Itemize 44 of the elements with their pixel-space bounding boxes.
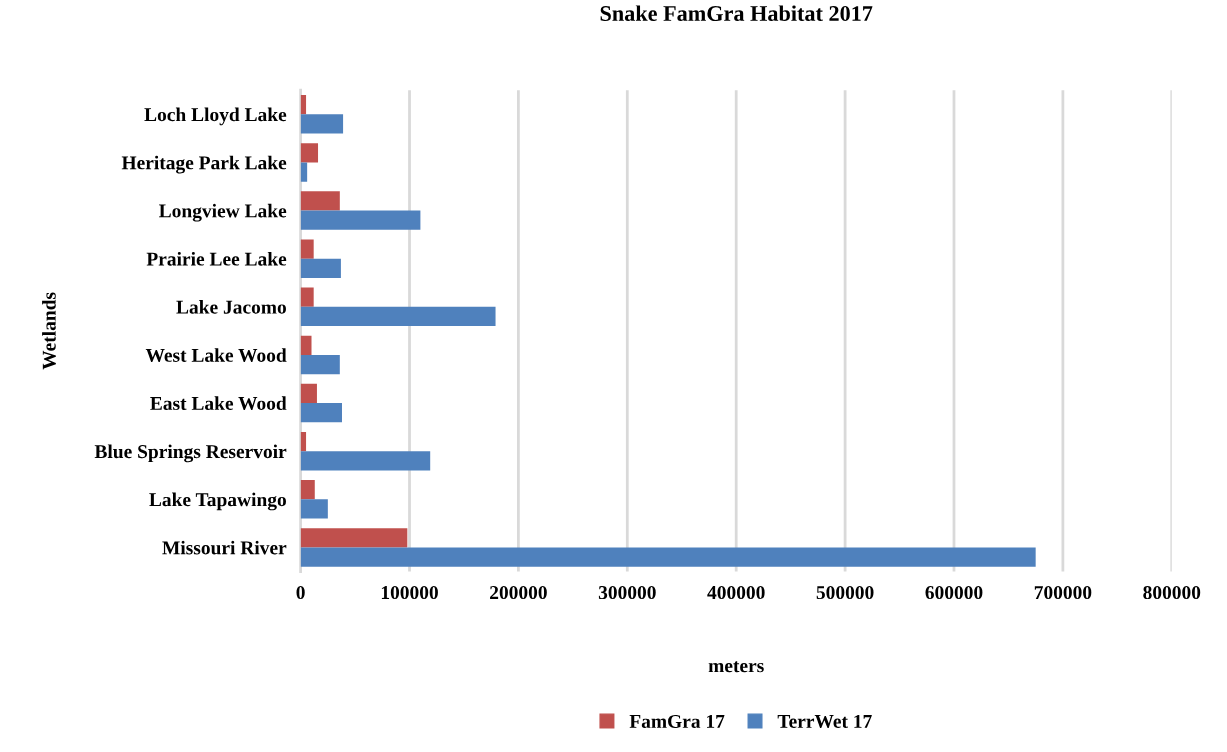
- chart-title: Snake FamGra Habitat 2017: [600, 5, 873, 22]
- bar: [300, 403, 342, 423]
- y-tick-label: Loch Lloyd Lake: [144, 107, 287, 126]
- y-tick-label: East Lake Wood: [150, 396, 287, 411]
- bar: [300, 480, 315, 500]
- y-tick-label: Missouri River: [162, 540, 287, 555]
- y-axis-title: Wetlands: [42, 292, 56, 370]
- bar: [300, 354, 340, 375]
- x-tick-label: 600000: [925, 585, 983, 600]
- bar: [300, 451, 431, 471]
- bar: [300, 383, 317, 404]
- x-tick-label: 700000: [1034, 585, 1092, 600]
- bar: [300, 287, 314, 307]
- bar: [300, 191, 340, 211]
- bar: [300, 95, 307, 115]
- bar: [300, 528, 408, 548]
- bar: [300, 162, 308, 182]
- x-tick-label: 400000: [707, 585, 765, 600]
- bar: [300, 306, 496, 327]
- bar: [300, 547, 1036, 567]
- bar: [300, 335, 312, 355]
- y-tick-label: Blue Springs Reservoir: [94, 444, 287, 463]
- bar: [300, 431, 307, 452]
- bar: [300, 143, 319, 163]
- bar: [300, 258, 341, 278]
- x-tick-label: 500000: [816, 585, 874, 600]
- y-tick-label: West Lake Wood: [145, 348, 287, 362]
- bar: [300, 210, 421, 230]
- legend-label: FamGra 17: [629, 714, 725, 728]
- bar: [300, 239, 314, 259]
- x-tick-label: 300000: [598, 585, 656, 600]
- y-tick-label: Lake Jacomo: [176, 300, 286, 314]
- y-tick-label: Longview Lake: [159, 203, 287, 222]
- y-tick-label: Heritage Park Lake: [121, 155, 287, 174]
- bar: [300, 499, 328, 519]
- y-tick-label: Prairie Lee Lake: [146, 251, 287, 266]
- legend-label: TerrWet 17: [777, 714, 872, 729]
- bar: [300, 114, 344, 134]
- x-tick-label: 100000: [381, 585, 438, 600]
- y-tick-label: Lake Tapawingo: [149, 492, 286, 511]
- x-tick-label: 800000: [1143, 585, 1201, 600]
- x-tick-label: 0: [296, 585, 305, 600]
- x-axis-title: meters: [708, 661, 764, 673]
- x-tick-label: 200000: [490, 585, 547, 600]
